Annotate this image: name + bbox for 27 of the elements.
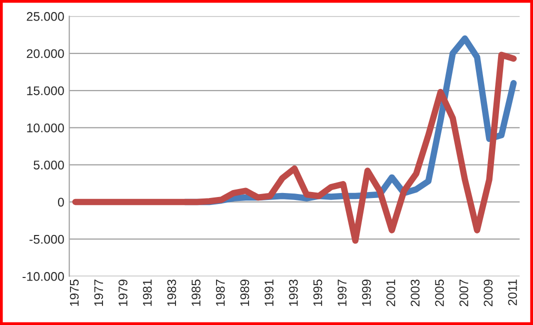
x-tick-label: 2003 <box>410 280 420 306</box>
x-tick-label: 1999 <box>362 280 371 306</box>
x-tick-label: 1989 <box>240 280 250 306</box>
y-tick-label: 20.000 <box>26 49 64 58</box>
x-tick-label: 1975 <box>70 280 79 306</box>
y-tick-label: 0 <box>58 198 64 207</box>
x-tick-label: 2001 <box>386 280 396 306</box>
x-tick-label: 1985 <box>192 280 200 306</box>
y-tick-label: -10.000 <box>22 272 64 281</box>
x-tick-label: 2005 <box>435 280 444 306</box>
x-tick-label: 1977 <box>94 280 104 306</box>
x-tick-label: 1979 <box>118 280 128 306</box>
y-tick-label: 15.000 <box>27 86 64 96</box>
x-tick-label: 1997 <box>338 280 347 306</box>
x-tick-label: 1995 <box>313 280 322 306</box>
x-tick-label: 2007 <box>459 280 468 306</box>
x-tick-label: 2009 <box>484 280 493 306</box>
y-tick-label: 10.000 <box>27 123 64 132</box>
x-tick-label: 1987 <box>216 280 225 306</box>
y-tick-label: 5.000 <box>34 160 64 170</box>
y-tick-label: 25.000 <box>26 12 64 21</box>
x-tick-label: 2011 <box>508 280 517 306</box>
x-tick-label: 1981 <box>142 280 152 306</box>
x-tick-label: 1993 <box>288 280 298 306</box>
x-tick-label: 1983 <box>167 280 176 306</box>
y-tick-label: -5.000 <box>30 234 64 244</box>
x-tick-label: 1991 <box>264 280 274 306</box>
